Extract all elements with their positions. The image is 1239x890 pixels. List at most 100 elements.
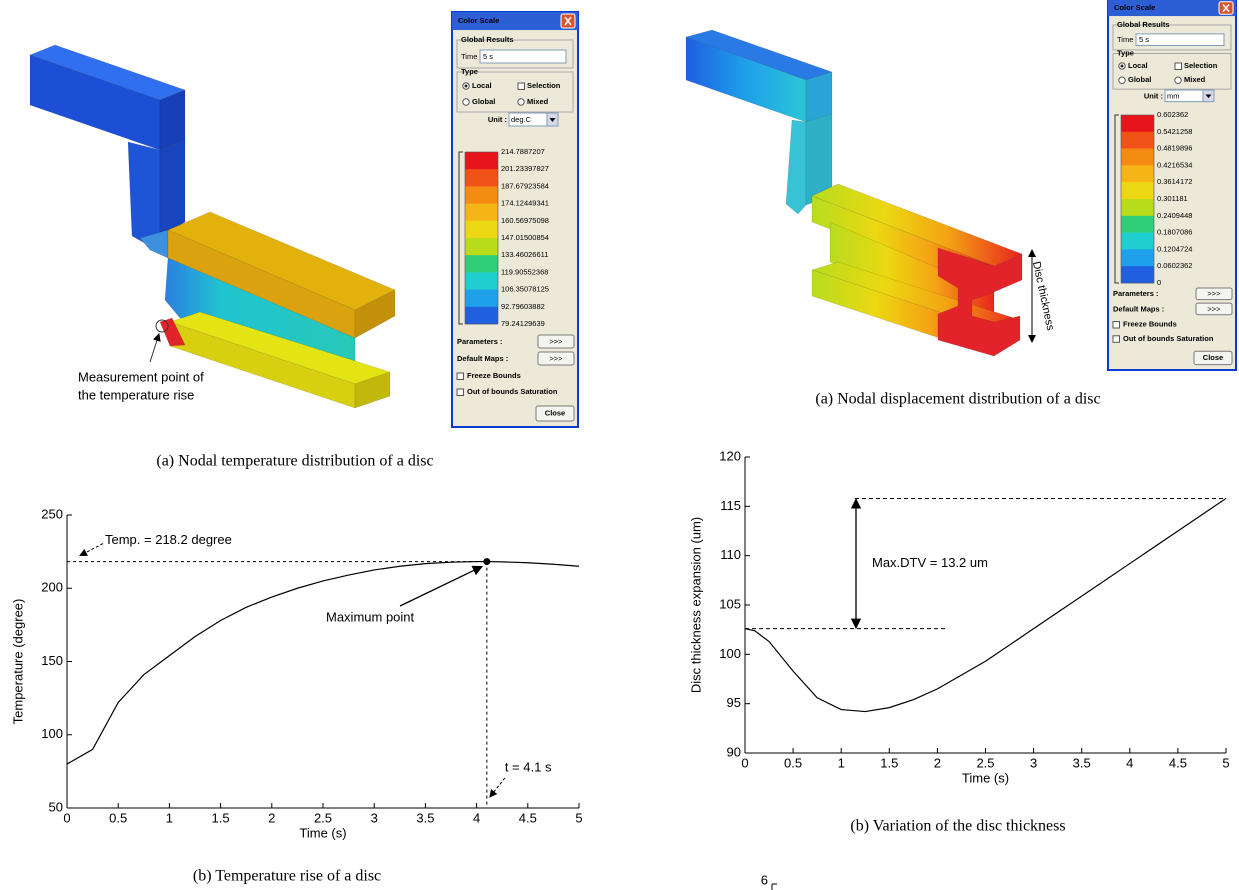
max-point [483,558,490,565]
checkbox[interactable] [457,373,464,380]
type-option: Global [472,97,495,106]
y-tick-label: 115 [720,498,741,513]
x-tick-label: 1 [166,810,173,825]
scale-band [1121,132,1154,149]
callout-text: Measurement point of [78,369,204,384]
y-tick-label: 100 [41,726,63,741]
model-face [160,140,185,238]
panel-title: Color Scale [458,16,499,25]
scale-band [1121,266,1154,283]
figure-caption: (a) Nodal temperature distribution of a … [156,453,433,470]
x-tick-label: 3 [371,810,378,825]
scale-label: 119.90552368 [501,267,548,276]
scale-label: 0.3614172 [1157,177,1192,186]
y-tick-label: 120 [719,448,741,463]
y-tick-label: 90 [727,744,741,759]
checkbox-label: Out of bounds Saturation [1123,334,1214,343]
checkbox[interactable] [518,83,525,90]
y-tick-label: 95 [727,695,741,710]
scale-band [465,238,498,256]
color-scale-panel: Color ScaleGlobal ResultsTime5 sTypeLoca… [452,12,578,427]
scale-band [465,255,498,273]
scale-band [1121,165,1154,182]
control-label: Parameters : [1113,289,1158,298]
radio-dot [1121,64,1124,67]
scale-label: 0.301181 [1157,194,1188,203]
scale-band [465,186,498,204]
scale-label: 106.35078125 [501,285,549,294]
scale-band [465,272,498,290]
scale-band [465,221,498,239]
page: {"figures": [ {"caption": "(a) Nodal tem… [0,0,1239,890]
annotation: Maximum point [326,609,415,624]
annotation-arrow [80,544,103,556]
model-face [786,120,806,214]
type-option: Local [1128,61,1148,70]
control-label: Default Maps : [457,354,508,363]
scale-label: 174.12449341 [501,199,549,208]
type-option: Selection [527,81,561,90]
time-input[interactable] [1136,34,1224,46]
figure: Measurement point of the temperature rise… [0,0,1239,890]
y-tick-label: 200 [41,580,63,595]
scale-label: 0.1204724 [1157,244,1192,253]
time-label: Time [461,52,477,61]
chart-caption: (b) Variation of the disc thickness [850,818,1065,835]
scale-band [465,169,498,187]
group-label: Type [461,67,478,76]
x-tick-label: 0 [63,810,70,825]
x-tick-label: 0.5 [109,810,127,825]
scale-label: 92.79603882 [501,302,545,311]
checkbox-label: Freeze Bounds [467,371,521,380]
body: Measurement point of the temperature rise… [0,0,1239,890]
scale-label: 0.1807086 [1157,228,1192,237]
scale-label: 201.23397827 [501,164,549,173]
x-tick-label: 1.5 [212,810,230,825]
scale-band [465,307,498,325]
scale-label: 0 [1157,278,1161,287]
more-button-label: >>> [549,337,563,346]
type-option: Global [1128,75,1151,84]
radio-button[interactable] [1119,77,1125,83]
x-tick-label: 0 [741,755,748,770]
model-face [160,90,185,150]
annotation: t = 4.1 s [505,759,552,774]
x-tick-label: 2 [268,810,275,825]
x-tick-label: 4.5 [519,810,537,825]
checkbox[interactable] [1175,63,1182,70]
radio-button[interactable] [463,99,469,105]
scale-label: 133.46026611 [501,250,548,259]
figure-caption: (a) Nodal displacement distribution of a… [815,391,1100,408]
annotation-arrow [400,567,482,606]
more-button-label: >>> [549,354,563,363]
group-label: Type [1117,48,1134,57]
x-tick-label: 1 [838,755,845,770]
checkbox[interactable] [1113,322,1120,329]
checkbox[interactable] [457,389,464,396]
x-tick-label: 2.5 [976,755,994,770]
checkbox[interactable] [1113,336,1120,343]
scale-band [465,152,498,170]
more-button-label: >>> [1207,289,1221,298]
scale-band [1121,182,1154,199]
scale-label: 79.24129639 [501,319,545,328]
scale-band [1121,233,1154,250]
close-button-label: Close [545,408,565,417]
y-tick-label: 250 [41,506,63,521]
scale-label: 0.4216534 [1157,160,1192,169]
control-label: Default Maps : [1113,304,1164,313]
x-tick-label: 5 [1222,755,1229,770]
y-axis-label: Temperature (degree) [10,599,25,725]
x-tick-label: 4 [1126,755,1133,770]
y-tick-label: 105 [719,596,741,611]
callout-text: the temperature rise [78,387,194,402]
radio-button[interactable] [518,99,524,105]
y-axis-label: Disc thickness expansion (um) [688,517,703,693]
x-tick-label: 1.5 [880,755,898,770]
radio-button[interactable] [1175,77,1181,83]
scale-label: 187.67923584 [501,181,549,190]
y-tick-label: 110 [720,547,741,562]
annotation-arrow [490,778,505,797]
x-tick-label: 5 [575,810,582,825]
